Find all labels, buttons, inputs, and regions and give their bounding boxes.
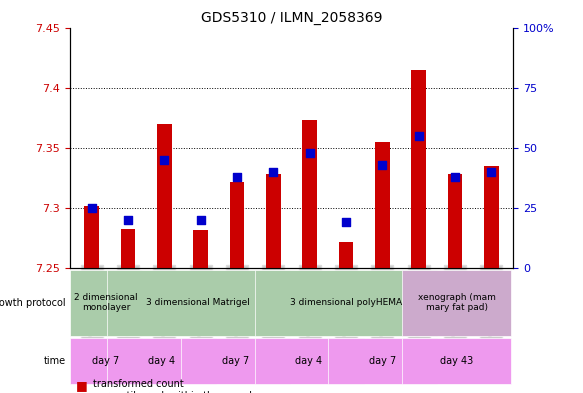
Text: 2 dimensional
monolayer: 2 dimensional monolayer bbox=[74, 293, 138, 312]
Point bbox=[305, 149, 314, 156]
Point bbox=[124, 217, 133, 223]
Bar bbox=[339, 242, 353, 268]
Bar bbox=[448, 174, 462, 268]
FancyBboxPatch shape bbox=[402, 338, 511, 384]
Bar bbox=[121, 228, 135, 268]
Text: day 4: day 4 bbox=[147, 356, 175, 366]
FancyBboxPatch shape bbox=[328, 338, 437, 384]
Text: day 43: day 43 bbox=[440, 356, 473, 366]
Bar bbox=[375, 142, 389, 268]
Point bbox=[450, 174, 459, 180]
FancyBboxPatch shape bbox=[70, 270, 142, 336]
Text: ■: ■ bbox=[76, 379, 87, 392]
Title: GDS5310 / ILMN_2058369: GDS5310 / ILMN_2058369 bbox=[201, 11, 382, 25]
Text: growth protocol: growth protocol bbox=[0, 298, 65, 308]
Point bbox=[487, 169, 496, 175]
Text: 3 dimensional polyHEMA: 3 dimensional polyHEMA bbox=[290, 298, 402, 307]
Point bbox=[87, 205, 96, 211]
Point bbox=[233, 174, 242, 180]
FancyBboxPatch shape bbox=[255, 270, 437, 336]
Bar bbox=[157, 124, 171, 268]
FancyBboxPatch shape bbox=[70, 338, 142, 384]
Text: day 7: day 7 bbox=[369, 356, 396, 366]
Bar bbox=[194, 230, 208, 268]
Text: day 7: day 7 bbox=[92, 356, 120, 366]
Text: day 4: day 4 bbox=[296, 356, 322, 366]
Text: day 7: day 7 bbox=[222, 356, 249, 366]
Bar bbox=[230, 182, 244, 268]
FancyBboxPatch shape bbox=[107, 338, 216, 384]
Point bbox=[414, 133, 423, 139]
Point bbox=[341, 219, 350, 226]
Text: xenograph (mam
mary fat pad): xenograph (mam mary fat pad) bbox=[418, 293, 496, 312]
FancyBboxPatch shape bbox=[107, 270, 290, 336]
Text: percentile rank within the sample: percentile rank within the sample bbox=[93, 391, 258, 393]
FancyBboxPatch shape bbox=[181, 338, 290, 384]
Point bbox=[269, 169, 278, 175]
Bar bbox=[484, 166, 498, 268]
FancyBboxPatch shape bbox=[255, 338, 364, 384]
Text: time: time bbox=[43, 356, 65, 366]
Text: ■: ■ bbox=[76, 391, 87, 393]
Text: 3 dimensional Matrigel: 3 dimensional Matrigel bbox=[146, 298, 250, 307]
Bar bbox=[303, 120, 317, 268]
Bar bbox=[412, 70, 426, 268]
Bar bbox=[85, 206, 99, 268]
Point bbox=[378, 162, 387, 168]
FancyBboxPatch shape bbox=[402, 270, 511, 336]
Text: transformed count: transformed count bbox=[93, 379, 184, 389]
Bar bbox=[266, 174, 280, 268]
Point bbox=[196, 217, 205, 223]
Point bbox=[160, 157, 169, 163]
